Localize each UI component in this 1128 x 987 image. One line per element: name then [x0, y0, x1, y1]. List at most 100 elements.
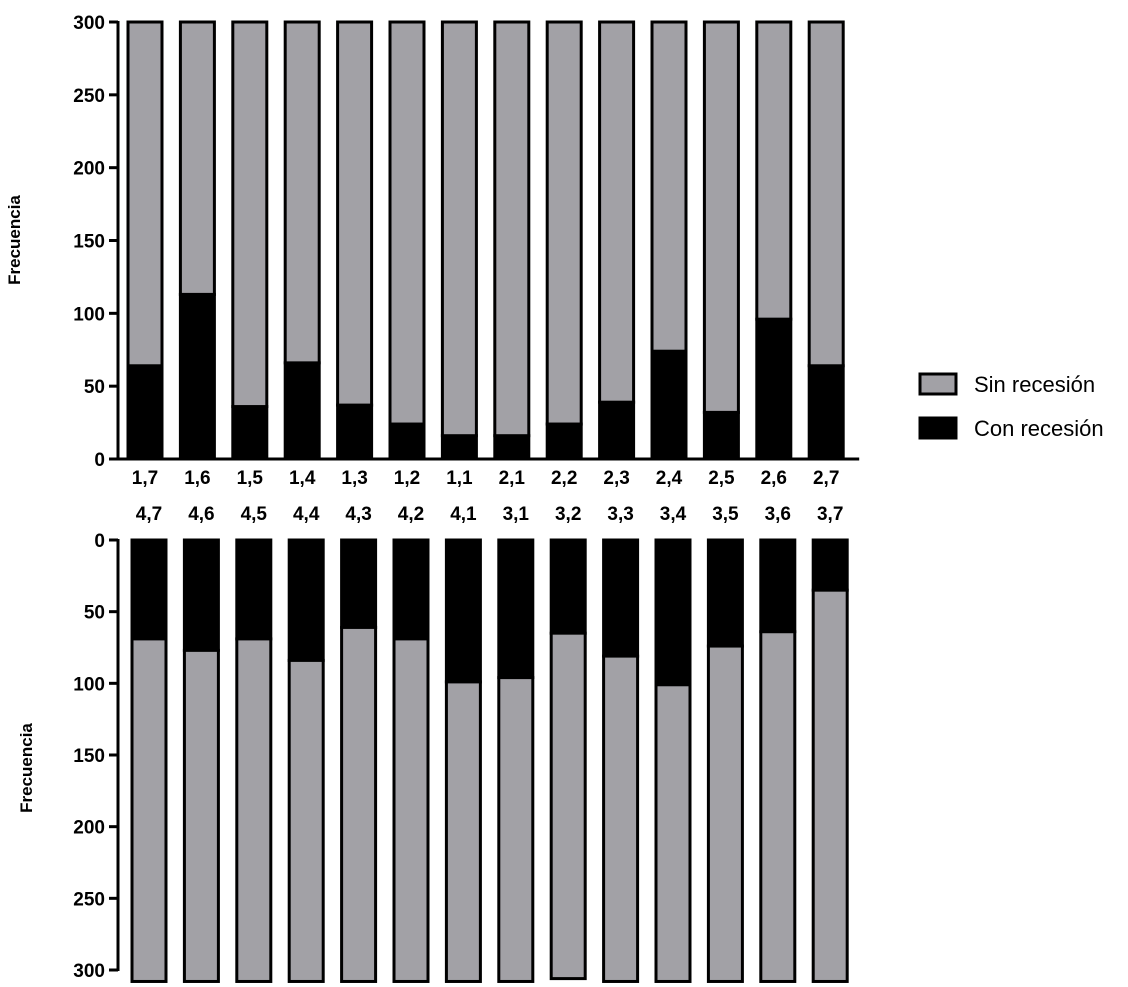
bottom-bar-con-recesion	[340, 538, 378, 629]
top-bar-con-recesion	[598, 400, 636, 461]
top-category-label: 1,3	[341, 468, 367, 489]
top-category-label: 2,3	[603, 468, 629, 489]
bottom-category-label: 3,7	[817, 504, 843, 525]
top-category-label: 2,2	[551, 468, 577, 489]
top-category-label: 2,1	[499, 468, 526, 489]
top-bar-sin-recesion	[702, 20, 740, 414]
top-category-label: 1,6	[184, 468, 210, 489]
top-bar-sin-recesion	[545, 20, 583, 426]
legend-swatch	[918, 372, 958, 396]
top-bar-chart: 0 50 100 150 200 250 300 Frecuencia 1,7 1,6 1,5 1,4…	[5, 13, 860, 489]
bottom-bar-con-recesion	[392, 538, 430, 641]
top-bar-con-recesion	[493, 434, 531, 461]
top-bar-con-recesion	[650, 349, 688, 461]
bottom-bar-con-recesion	[444, 538, 482, 684]
bottom-bar-chart: 0 50 100 150 200 250 300 Frecuencia 4,7 4,6 4,5 4,4…	[17, 504, 849, 983]
top-bar-con-recesion	[336, 403, 374, 461]
top-bar-con-recesion	[440, 434, 478, 461]
top-category-label: 1,2	[394, 468, 420, 489]
bottom-bar-con-recesion	[706, 538, 744, 648]
top-bar-sin-recesion	[231, 20, 269, 409]
bottom-bar-sin-recesion	[130, 637, 168, 983]
bottom-category-label: 3,3	[607, 504, 633, 525]
bottom-bar-sin-recesion	[392, 637, 430, 983]
bottom-category-label: 3,1	[503, 504, 530, 525]
bottom-y-tick-label: 100	[73, 674, 105, 695]
top-bar-sin-recesion	[493, 20, 531, 438]
top-category-label: 2,7	[813, 468, 839, 489]
top-bar-con-recesion	[388, 422, 426, 461]
bottom-bar-con-recesion	[497, 538, 535, 680]
top-bar-con-recesion	[545, 422, 583, 461]
legend-label: Sin recesión	[974, 372, 1095, 397]
top-bar-sin-recesion	[126, 20, 164, 368]
bottom-bar-sin-recesion	[182, 648, 220, 983]
top-bar-sin-recesion	[283, 20, 321, 365]
top-bar-con-recesion	[807, 364, 845, 461]
bottom-bar-sin-recesion	[497, 676, 535, 983]
top-bar-sin-recesion	[440, 20, 478, 438]
top-category-label: 2,5	[708, 468, 735, 489]
bottom-bar-con-recesion	[130, 538, 168, 641]
bottom-bar-con-recesion	[602, 538, 640, 658]
top-category-label: 1,5	[237, 468, 264, 489]
top-y-tick-label: 50	[84, 377, 105, 398]
top-bar-sin-recesion	[388, 20, 426, 426]
bottom-y-tick-label: 300	[73, 961, 105, 982]
bottom-bar-sin-recesion	[602, 654, 640, 983]
top-bar-sin-recesion	[178, 20, 216, 296]
bottom-bar-sin-recesion	[549, 631, 587, 981]
bottom-category-label: 3,4	[660, 504, 687, 525]
bottom-category-label: 4,4	[293, 504, 320, 525]
bottom-bar-sin-recesion	[759, 630, 797, 983]
bottom-category-label: 4,7	[136, 504, 162, 525]
top-bar-con-recesion	[755, 317, 793, 461]
top-bar-con-recesion	[126, 364, 164, 461]
top-category-label: 1,1	[446, 468, 473, 489]
top-bar-sin-recesion	[755, 20, 793, 321]
bottom-bar-sin-recesion	[811, 588, 849, 983]
bottom-category-label: 3,6	[765, 504, 791, 525]
legend-swatch	[918, 416, 958, 440]
top-bar-sin-recesion	[598, 20, 636, 404]
top-category-label: 2,4	[656, 468, 683, 489]
bottom-bar-con-recesion	[182, 538, 220, 652]
bottom-bar-sin-recesion	[340, 625, 378, 983]
bottom-y-tick-label: 0	[94, 531, 105, 552]
bottom-bar-sin-recesion	[235, 637, 273, 983]
top-y-tick-label: 100	[73, 304, 105, 325]
top-y-tick-label: 250	[73, 86, 105, 107]
bottom-bar-con-recesion	[235, 538, 273, 641]
top-y-tick-label: 200	[73, 159, 105, 180]
legend: Sin recesión Con recesión	[918, 372, 1104, 441]
bottom-category-label: 4,2	[398, 504, 424, 525]
bottom-bar-sin-recesion	[287, 658, 325, 983]
bottom-bar-con-recesion	[549, 538, 587, 635]
bottom-bar-sin-recesion	[444, 680, 482, 983]
top-category-label: 2,6	[761, 468, 787, 489]
bottom-category-label: 3,2	[555, 504, 581, 525]
top-bar-con-recesion	[178, 292, 216, 461]
top-y-tick-label: 0	[94, 450, 105, 471]
bottom-bar-con-recesion	[654, 538, 692, 687]
bottom-category-label: 4,1	[450, 504, 477, 525]
bottom-category-label: 4,5	[241, 504, 268, 525]
top-bar-sin-recesion	[807, 20, 845, 368]
top-y-tick-label: 300	[73, 13, 105, 34]
top-bar-sin-recesion	[336, 20, 374, 407]
top-category-label: 1,7	[132, 468, 158, 489]
bottom-category-label: 4,6	[188, 504, 214, 525]
top-bar-con-recesion	[283, 361, 321, 461]
bottom-y-tick-label: 150	[73, 746, 105, 767]
bottom-y-tick-label: 250	[73, 889, 105, 910]
bottom-category-label: 4,3	[345, 504, 371, 525]
top-y-tick-label: 150	[73, 232, 105, 253]
top-category-label: 1,4	[289, 468, 316, 489]
top-bar-sin-recesion	[650, 20, 688, 353]
bottom-category-label: 3,5	[712, 504, 739, 525]
top-y-axis-title: Frecuencia	[5, 195, 24, 285]
bottom-y-axis-title: Frecuencia	[17, 723, 36, 813]
bottom-y-tick-label: 200	[73, 818, 105, 839]
bottom-bar-sin-recesion	[706, 644, 744, 983]
